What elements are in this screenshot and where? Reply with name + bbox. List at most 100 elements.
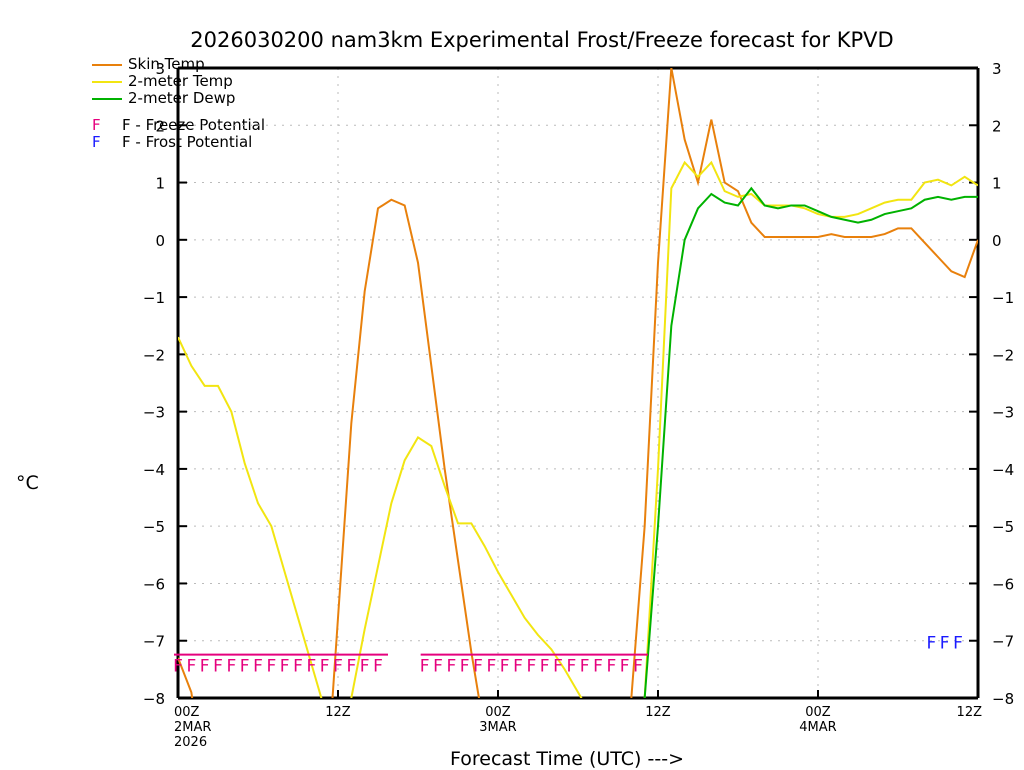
y-tick-label: 1: [155, 175, 165, 193]
x-tick-label: 4MAR: [799, 720, 836, 735]
y-tick-label: −3: [143, 404, 165, 422]
y-tick-label: −1: [992, 289, 1014, 307]
potential-marker-f: F: [940, 634, 950, 654]
plot-frame: [176, 66, 980, 700]
potential-marker-f: F: [460, 657, 470, 677]
y-tick-label: 0: [992, 232, 1002, 250]
potential-marker-f: F: [446, 657, 456, 677]
gridlines: [178, 68, 979, 698]
y-tick-label: 3: [155, 60, 165, 78]
y-tick-label: 2: [992, 117, 1002, 135]
potential-marker-f: F: [513, 657, 523, 677]
y-tick-label: 1: [992, 175, 1002, 193]
y-tick-label: −3: [992, 404, 1014, 422]
potential-marker-f: F: [926, 634, 936, 654]
x-tick-label: 12Z: [957, 705, 983, 720]
potential-marker-f: F: [213, 657, 223, 677]
x-tick-label: 12Z: [645, 705, 671, 720]
potential-marker-f: F: [320, 657, 330, 677]
potential-marker-f: F: [473, 657, 483, 677]
potential-marker-f: F: [526, 657, 536, 677]
x-tick-label: 00Z: [805, 705, 831, 720]
potential-marker-f: F: [173, 657, 183, 677]
y-tick-label: 2: [155, 117, 165, 135]
potential-marker-f: F: [620, 657, 630, 677]
x-tick-label: 3MAR: [479, 720, 516, 735]
legend-item: F F - Frost Potential: [92, 134, 265, 151]
potential-marker-f: F: [500, 657, 510, 677]
potential-marker-f: F: [606, 657, 616, 677]
potential-marker-f: F: [360, 657, 370, 677]
potential-markers: F F F F F F F F F F F F F F F F F F F F F F F F F F F F F F F F FF F F: [173, 634, 963, 677]
y-axis-label: °C: [16, 472, 39, 494]
legend-item-label: F - Frost Potential: [122, 133, 253, 151]
y-tick-label: −1: [143, 289, 165, 307]
series-line: [178, 68, 978, 698]
chart-title: 2026030200 nam3km Experimental Frost/Fre…: [0, 28, 1024, 52]
y-tick-label: −4: [143, 461, 165, 479]
y-tick-label: −8: [143, 690, 165, 708]
legend-color-swatch: [92, 63, 122, 66]
series-line: [178, 160, 978, 698]
potential-marker-f: F: [333, 657, 343, 677]
legend-item-label: 2-meter Dewp: [128, 89, 236, 107]
x-tick-label: 2026: [174, 735, 207, 750]
y-tick-label: −7: [143, 633, 165, 651]
legend-f-glyph: F: [92, 133, 101, 151]
y-tick-label: −5: [143, 518, 165, 536]
chart-legend: Skin Temp 2-meter Temp 2-meter Dewp F F - Fr…: [92, 56, 265, 151]
y-tick-label: −6: [992, 575, 1014, 593]
potential-marker-f: F: [420, 657, 430, 677]
potential-marker-f: F: [593, 657, 603, 677]
potential-marker-f: F: [953, 634, 963, 654]
potential-marker-f: F: [486, 657, 496, 677]
chart-title-text: 2026030200 nam3km Experimental Frost/Fre…: [190, 28, 894, 52]
potential-marker-f: F: [186, 657, 196, 677]
legend-color-swatch: [92, 97, 122, 100]
x-axis-label: Forecast Time (UTC) --->: [0, 748, 1024, 770]
potential-marker-f: F: [540, 657, 550, 677]
legend-f-glyph: F: [92, 116, 101, 134]
potential-marker-f: F: [280, 657, 290, 677]
x-tick-label: 2MAR: [174, 720, 211, 735]
x-tick-label: 12Z: [325, 705, 351, 720]
potential-marker-f: F: [373, 657, 383, 677]
legend-item-label: F - Freeze Potential: [122, 116, 265, 134]
y-tick-label: −7: [992, 633, 1014, 651]
potential-marker-f: F: [240, 657, 250, 677]
y-axis-ticks: 3 3 2 2 1 1 0 0 −1 −1 −2 −2 −3 −3 −4 −4 −5 −5 −6 −6 −7 −7 −8 −8: [143, 60, 1014, 708]
potential-marker-f: F: [346, 657, 356, 677]
legend-color-swatch: [92, 80, 122, 83]
y-tick-label: −2: [143, 346, 165, 364]
potential-marker-f: F: [306, 657, 316, 677]
y-tick-label: −2: [992, 346, 1014, 364]
potential-marker-f: F: [566, 657, 576, 677]
potential-marker-f: F: [580, 657, 590, 677]
y-tick-label: −5: [992, 518, 1014, 536]
y-tick-label: −8: [992, 690, 1014, 708]
potential-marker-f: F: [433, 657, 443, 677]
x-tick-label: 00Z: [174, 705, 200, 720]
potential-marker-f: F: [633, 657, 643, 677]
legend-item: 2-meter Temp: [92, 73, 265, 90]
potential-marker-f: F: [226, 657, 236, 677]
legend-item-label: 2-meter Temp: [128, 72, 233, 90]
legend-item: F F - Freeze Potential: [92, 117, 265, 134]
potential-marker-f: F: [266, 657, 276, 677]
potential-marker-f: F: [253, 657, 263, 677]
legend-item: 2-meter Dewp: [92, 90, 265, 107]
y-tick-label: 0: [155, 232, 165, 250]
series-line: [643, 186, 978, 698]
potential-marker-f: F: [553, 657, 563, 677]
y-tick-label: −4: [992, 461, 1014, 479]
potential-marker-f: F: [200, 657, 210, 677]
data-series: [178, 68, 978, 698]
potential-marker-f: F: [293, 657, 303, 677]
x-axis-label-text: Forecast Time (UTC) --->: [450, 748, 684, 770]
x-tick-label: 00Z: [485, 705, 511, 720]
y-tick-label: 3: [992, 60, 1002, 78]
y-tick-label: −6: [143, 575, 165, 593]
